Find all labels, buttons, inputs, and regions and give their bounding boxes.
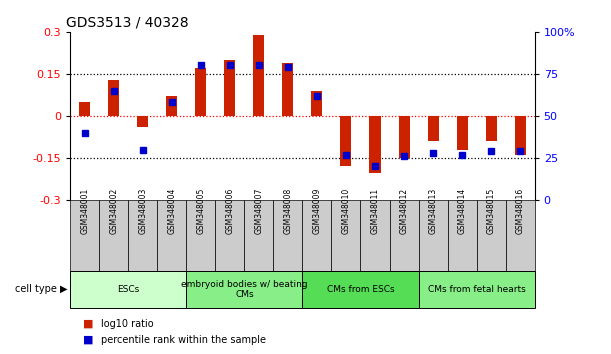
Bar: [158, 200, 186, 271]
Text: GSM348011: GSM348011: [370, 188, 379, 234]
Text: embryoid bodies w/ beating
CMs: embryoid bodies w/ beating CMs: [181, 280, 308, 299]
Text: CMs from fetal hearts: CMs from fetal hearts: [428, 285, 525, 294]
Bar: [390, 200, 419, 271]
Text: ESCs: ESCs: [117, 285, 139, 294]
Bar: [108, 80, 119, 116]
Bar: [447, 200, 477, 271]
Bar: [282, 63, 293, 116]
Text: GSM348002: GSM348002: [109, 188, 119, 234]
Bar: [128, 200, 158, 271]
Bar: [428, 116, 439, 141]
Bar: [312, 91, 323, 116]
Bar: [331, 200, 360, 271]
Text: GDS3513 / 40328: GDS3513 / 40328: [65, 15, 188, 29]
Bar: [419, 271, 535, 308]
Text: GSM348014: GSM348014: [458, 188, 467, 234]
Text: log10 ratio: log10 ratio: [101, 319, 153, 329]
Bar: [137, 116, 148, 127]
Bar: [360, 200, 390, 271]
Text: GSM348016: GSM348016: [516, 188, 525, 234]
Bar: [302, 271, 419, 308]
Bar: [70, 200, 99, 271]
Text: GSM348005: GSM348005: [196, 188, 205, 234]
Bar: [486, 116, 497, 141]
Bar: [254, 35, 265, 116]
Text: GSM348006: GSM348006: [225, 188, 235, 234]
Bar: [100, 200, 128, 271]
Bar: [186, 200, 216, 271]
Bar: [244, 200, 274, 271]
Text: GSM348007: GSM348007: [254, 188, 263, 234]
Bar: [506, 200, 535, 271]
Text: GSM348009: GSM348009: [312, 188, 321, 234]
Bar: [224, 60, 235, 116]
Bar: [477, 200, 506, 271]
Bar: [196, 68, 207, 116]
Text: GSM348012: GSM348012: [400, 188, 409, 234]
Bar: [398, 116, 409, 158]
Bar: [274, 200, 302, 271]
Text: GSM348010: GSM348010: [342, 188, 351, 234]
Bar: [70, 271, 186, 308]
Text: GSM348015: GSM348015: [486, 188, 496, 234]
Text: GSM348013: GSM348013: [428, 188, 437, 234]
Bar: [302, 200, 332, 271]
Bar: [370, 116, 381, 173]
Text: GSM348004: GSM348004: [167, 188, 177, 234]
Text: cell type ▶: cell type ▶: [15, 284, 67, 295]
Bar: [186, 271, 302, 308]
Text: ■: ■: [82, 319, 93, 329]
Bar: [166, 96, 177, 116]
Text: GSM348003: GSM348003: [138, 188, 147, 234]
Text: percentile rank within the sample: percentile rank within the sample: [101, 335, 266, 345]
Bar: [514, 116, 525, 155]
Bar: [456, 116, 467, 149]
Bar: [419, 200, 447, 271]
Text: ■: ■: [82, 335, 93, 345]
Bar: [216, 200, 244, 271]
Text: GSM348001: GSM348001: [80, 188, 89, 234]
Bar: [79, 102, 90, 116]
Text: GSM348008: GSM348008: [284, 188, 293, 234]
Text: CMs from ESCs: CMs from ESCs: [327, 285, 394, 294]
Bar: [340, 116, 351, 166]
